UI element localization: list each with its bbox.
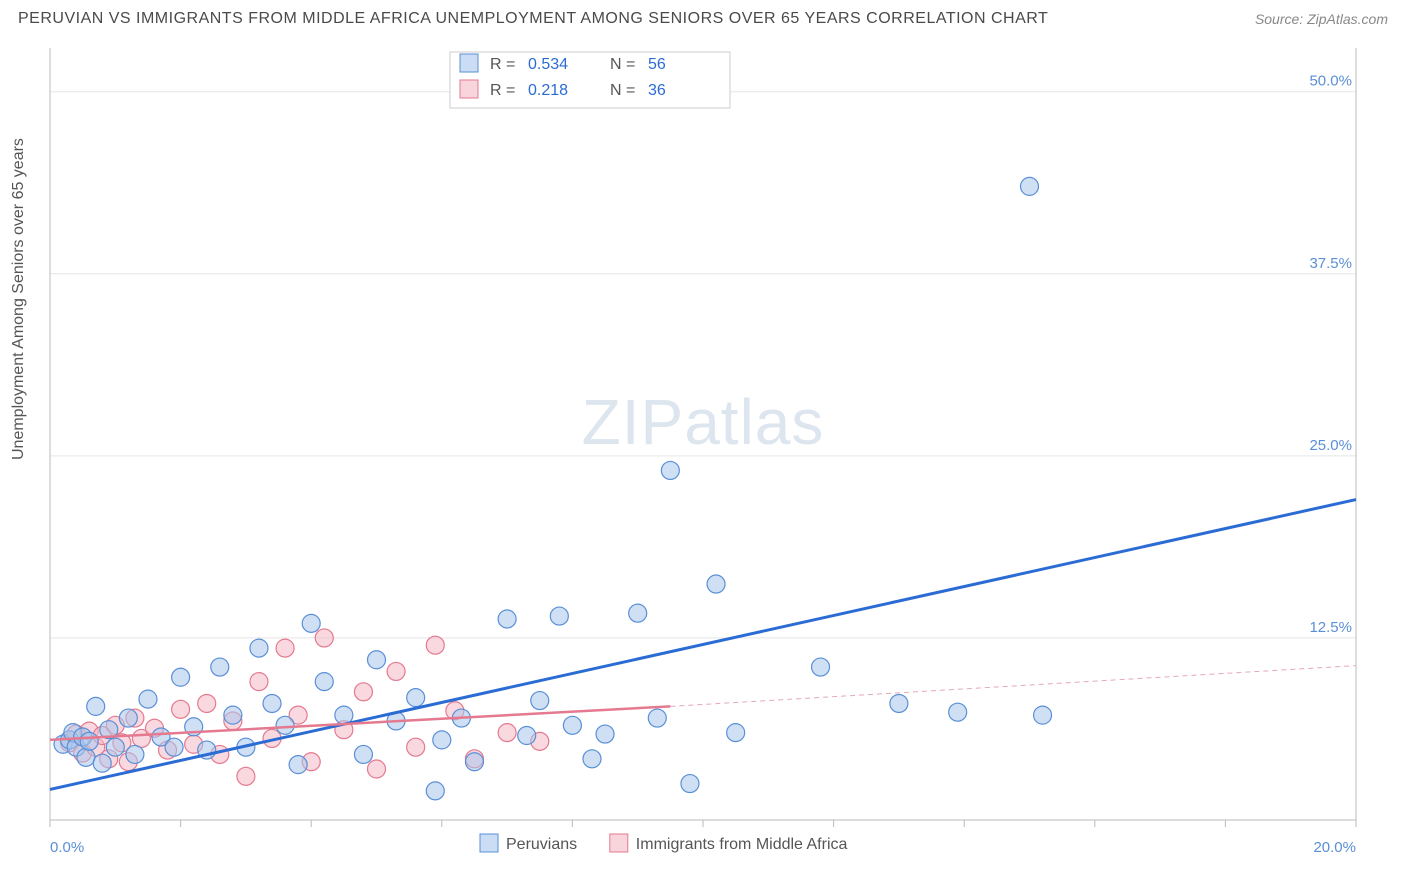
- x-tick-label: 0.0%: [50, 839, 84, 856]
- trend-line-pink-ext: [670, 666, 1356, 707]
- legend-n-label: N =: [610, 56, 635, 73]
- watermark: ZIPatlas: [582, 386, 825, 458]
- data-point: [165, 738, 183, 756]
- data-point: [707, 575, 725, 593]
- data-point: [302, 614, 320, 632]
- legend-r-label: R =: [490, 56, 515, 73]
- y-axis-label: Unemployment Among Seniors over 65 years: [10, 138, 28, 460]
- data-point: [583, 750, 601, 768]
- data-point: [596, 725, 614, 743]
- data-point: [812, 658, 830, 676]
- data-point: [93, 754, 111, 772]
- y-tick-label: 12.5%: [1309, 619, 1352, 636]
- data-point: [518, 727, 536, 745]
- data-point: [949, 703, 967, 721]
- y-tick-label: 37.5%: [1309, 255, 1352, 272]
- chart-container: Unemployment Among Seniors over 65 years…: [0, 40, 1406, 892]
- data-point: [1034, 706, 1052, 724]
- data-point: [681, 775, 699, 793]
- data-point: [198, 694, 216, 712]
- data-point: [465, 753, 483, 771]
- data-point: [368, 760, 386, 778]
- data-point: [433, 731, 451, 749]
- data-point: [661, 461, 679, 479]
- legend-swatch: [610, 834, 628, 852]
- data-point: [531, 692, 549, 710]
- data-point: [387, 662, 405, 680]
- data-point: [139, 690, 157, 708]
- legend-series-label: Immigrants from Middle Africa: [636, 836, 848, 853]
- data-point: [315, 629, 333, 647]
- data-point: [80, 732, 98, 750]
- trend-line-blue: [50, 500, 1356, 790]
- data-point: [77, 748, 95, 766]
- data-point: [1021, 177, 1039, 195]
- data-point: [368, 651, 386, 669]
- data-point: [407, 738, 425, 756]
- data-point: [119, 709, 137, 727]
- legend-r-value: 0.534: [528, 56, 568, 73]
- data-point: [250, 673, 268, 691]
- legend-r-value: 0.218: [528, 82, 568, 99]
- data-point: [172, 700, 190, 718]
- data-point: [172, 668, 190, 686]
- data-point: [426, 636, 444, 654]
- legend-n-value: 56: [648, 56, 666, 73]
- data-point: [727, 724, 745, 742]
- data-point: [106, 738, 124, 756]
- data-point: [87, 697, 105, 715]
- legend-n-value: 36: [648, 82, 666, 99]
- legend-r-label: R =: [490, 82, 515, 99]
- data-point: [498, 610, 516, 628]
- data-point: [407, 689, 425, 707]
- data-point: [550, 607, 568, 625]
- data-point: [276, 639, 294, 657]
- data-point: [354, 745, 372, 763]
- data-point: [237, 767, 255, 785]
- data-point: [250, 639, 268, 657]
- scatter-chart: 12.5% 25.0% 37.5% 50.0% 0.0% 20.0% ZIPatlas R =…: [0, 40, 1406, 892]
- data-point: [629, 604, 647, 622]
- data-point: [126, 745, 144, 763]
- legend-swatch: [480, 834, 498, 852]
- y-tick-label: 50.0%: [1309, 73, 1352, 90]
- legend-swatch: [460, 80, 478, 98]
- x-tick-label: 20.0%: [1313, 839, 1356, 856]
- data-point: [315, 673, 333, 691]
- data-point: [263, 694, 281, 712]
- chart-source: Source: ZipAtlas.com: [1255, 11, 1388, 27]
- data-point: [648, 709, 666, 727]
- data-point: [563, 716, 581, 734]
- legend-swatch: [460, 54, 478, 72]
- chart-title: PERUVIAN VS IMMIGRANTS FROM MIDDLE AFRIC…: [18, 10, 1048, 28]
- legend-series-label: Peruvians: [506, 836, 577, 853]
- data-point: [289, 756, 307, 774]
- data-point: [276, 716, 294, 734]
- data-point: [426, 782, 444, 800]
- data-point: [498, 724, 516, 742]
- data-point: [211, 658, 229, 676]
- data-point: [224, 706, 242, 724]
- data-point: [890, 694, 908, 712]
- chart-header: PERUVIAN VS IMMIGRANTS FROM MIDDLE AFRIC…: [0, 0, 1406, 34]
- y-tick-label: 25.0%: [1309, 437, 1352, 454]
- legend-n-label: N =: [610, 82, 635, 99]
- data-point: [354, 683, 372, 701]
